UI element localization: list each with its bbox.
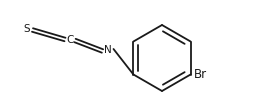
Text: Br: Br bbox=[194, 68, 207, 81]
Text: S: S bbox=[24, 24, 30, 34]
Text: N: N bbox=[104, 45, 112, 55]
Text: C: C bbox=[66, 35, 74, 45]
